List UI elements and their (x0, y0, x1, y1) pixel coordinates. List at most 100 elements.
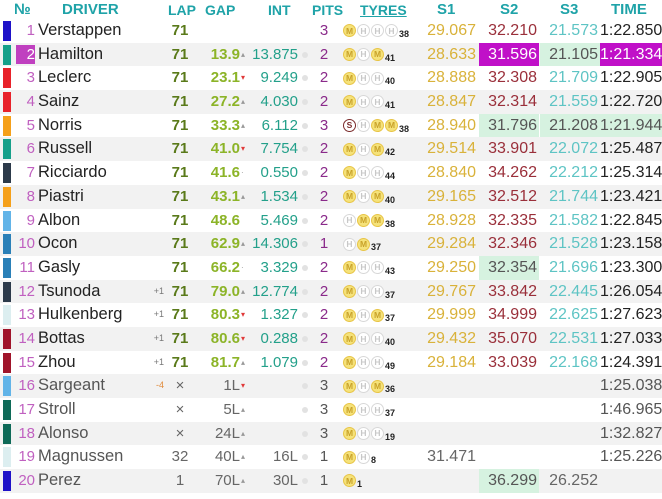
pit-stops: 2 (319, 329, 329, 347)
table-row[interactable]: 16 Sargeant -4 × 1L ▾ 3 M H M 36 1:25.038 (0, 374, 662, 398)
tyre-hard-icon: H (371, 284, 384, 298)
tyre-history: M H H 41 (343, 90, 395, 114)
driver-name[interactable]: Bottas (38, 328, 85, 347)
lap-count: 71 (171, 140, 189, 158)
tyre-medium-icon: M (371, 119, 384, 133)
driver-name[interactable]: Zhou (38, 352, 76, 371)
tyre-hard-icon: H (357, 450, 370, 464)
tyre-hard-icon: H (357, 261, 370, 275)
table-row[interactable]: 1 Verstappen 71 3 M H H H 38 29.067 32.210 21.573 1:… (0, 19, 662, 43)
gap-trend-up-icon: ▴ (241, 428, 246, 438)
sector-3-time: 22.072 (549, 140, 598, 158)
header-s1[interactable]: S1 (437, 1, 456, 18)
tyre-hard-icon: H (371, 332, 384, 346)
gap-value: 80.3 (210, 306, 240, 324)
tyre-history: M H H 37 (343, 280, 395, 304)
interval-dot-icon (302, 193, 308, 200)
table-row[interactable]: 14 Bottas +1 71 80.6 ▾ 0.288 2 M H H 40 29.432 35.070… (0, 326, 662, 351)
sector-2-time: 32.354 (479, 255, 539, 280)
sector-3-time (540, 398, 600, 422)
driver-name[interactable]: Gasly (38, 257, 81, 276)
sector-3-time: 21.709 (549, 69, 598, 87)
interval-dot-icon (302, 430, 308, 437)
position-change (148, 66, 164, 90)
driver-name[interactable]: Norris (38, 115, 82, 134)
table-row[interactable]: 6 Russell 71 41.0 ▾ 7.754 2 M H M 42 29.514 33.901 22… (0, 137, 662, 162)
tyre-medium-icon: M (371, 142, 384, 156)
team-color-bar (3, 186, 11, 207)
table-row[interactable]: 11 Gasly 71 66.2 · 3.329 2 M H H 43 29.250 32.354 21.… (0, 255, 662, 280)
table-row[interactable]: 5 Norris 71 33.3 ▴ 6.112 3 S H M M 38 28.940 31.796 21… (0, 113, 662, 138)
standings-table: 1 Verstappen 71 3 M H H H 38 29.067 32.210 21.573 1:… (0, 19, 662, 493)
driver-name[interactable]: Sargeant (38, 376, 105, 395)
driver-name[interactable]: Tsunoda (38, 281, 101, 300)
driver-name[interactable]: Sainz (38, 92, 80, 111)
gap-value: 81.7 (210, 353, 240, 371)
driver-name[interactable]: Hulkenberg (38, 305, 123, 324)
lap-count: 71 (171, 258, 189, 276)
table-row[interactable]: 17 Stroll × 5L ▴ 3 M H H 37 1:46.965 (0, 398, 662, 422)
driver-name[interactable]: Ricciardo (38, 163, 107, 182)
interval-value: 0.288 (260, 329, 298, 347)
table-row[interactable]: 12 Tsunoda +1 71 79.0 ▴ 12.774 2 M H H 37 29.767 33.8… (0, 279, 662, 304)
table-row[interactable]: 4 Sainz 71 27.2 ▴ 4.030 2 M H H 41 28.847 32.314 21.5… (0, 90, 662, 114)
table-row[interactable]: 2 Hamilton 71 13.9 ▴ 13.875 2 M H M 41 28.633 31.596… (0, 42, 662, 67)
driver-name[interactable]: Perez (38, 471, 82, 490)
team-color-bar (3, 234, 11, 255)
driver-name[interactable]: Ocon (38, 234, 78, 253)
team-color-bar (3, 352, 11, 373)
driver-name[interactable]: Stroll (38, 400, 76, 418)
interval-dot-icon (302, 335, 308, 342)
table-row[interactable]: 10 Ocon 71 62.9 ▴ 14.306 1 H M 37 29.284 32.346 21.5… (0, 232, 662, 256)
sector-3-time: 22.531 (549, 329, 598, 347)
table-row[interactable]: 19 Magnussen 32 40L ▴ 16L 1 M H 8 31.471 1:25.226 (0, 445, 662, 469)
tyre-hard-icon: H (371, 355, 384, 369)
tyre-hard-icon: H (357, 403, 370, 417)
gap-trend-up-icon: ▴ (241, 120, 246, 130)
sector-2-time (479, 445, 539, 469)
driver-name[interactable]: Hamilton (38, 44, 104, 63)
header-tyres[interactable]: TYRES (360, 2, 407, 18)
tyre-medium-icon: M (371, 308, 384, 322)
sector-2-time: 32.346 (488, 235, 537, 253)
driver-name[interactable]: Leclerc (38, 68, 92, 87)
table-row[interactable]: 13 Hulkenberg +1 71 80.3 ▾ 1.327 2 M H M 37 29.999 34… (0, 303, 662, 327)
lap-count: 71 (171, 187, 189, 205)
driver-name[interactable]: Albon (38, 210, 81, 229)
table-row[interactable]: 3 Leclerc 71 23.1 ▾ 9.249 2 M H H 40 28.888 32.308 21… (0, 66, 662, 90)
table-row[interactable]: 20 Perez 1 70L ▴ 30L 1 M 1 36.299 26.252 (0, 469, 662, 493)
gap-trend-up-icon: ▴ (241, 239, 246, 249)
table-row[interactable]: 15 Zhou +1 71 81.7 ▴ 1.079 2 M H H 49 29.184 33.039 22… (0, 351, 662, 375)
header-lap[interactable]: LAP (168, 2, 196, 18)
table-row[interactable]: 9 Albon 71 48.6 5.469 2 H M M 38 28.928 32.335 21.58… (0, 209, 662, 233)
team-color-bar (3, 257, 11, 278)
header-s3[interactable]: S3 (560, 1, 579, 18)
tyre-hard-icon: H (357, 166, 370, 180)
header-int[interactable]: INT (268, 2, 291, 18)
position-number: 1 (26, 22, 35, 39)
position-change (148, 43, 164, 67)
pit-stops: 2 (319, 282, 329, 300)
table-row[interactable]: 7 Ricciardo 71 41.6 · 0.550 2 M H H 44 28.840 34.262… (0, 161, 662, 185)
tyre-medium-icon: M (343, 403, 356, 417)
lap-time: 1:23.300 (600, 258, 662, 276)
gap-trend-flat-icon: · (241, 262, 244, 272)
header-driver[interactable]: DRIVER (62, 1, 119, 18)
header-time[interactable]: TIME (611, 1, 647, 18)
table-row[interactable]: 8 Piastri 71 43.1 ▴ 1.534 2 M H M 40 29.165 32.512 21… (0, 184, 662, 209)
team-color-bar (3, 115, 11, 136)
header-pits[interactable]: PITS (312, 2, 344, 18)
table-row[interactable]: 18 Alonso × 24L ▴ 3 M H H 19 1:32.827 (0, 421, 662, 446)
header-gap[interactable]: GAP (205, 2, 236, 18)
pit-stops: 3 (319, 401, 329, 418)
interval-value: 1.534 (260, 187, 298, 205)
interval-value: 9.249 (260, 69, 298, 87)
header-s2[interactable]: S2 (500, 1, 519, 18)
sector-1-time: 28.928 (427, 211, 476, 229)
position-number: 7 (26, 164, 35, 182)
driver-name[interactable]: Alonso (38, 423, 89, 442)
driver-name[interactable]: Magnussen (38, 447, 124, 466)
driver-name[interactable]: Verstappen (38, 21, 122, 39)
driver-name[interactable]: Piastri (38, 186, 84, 205)
driver-name[interactable]: Russell (38, 139, 93, 158)
